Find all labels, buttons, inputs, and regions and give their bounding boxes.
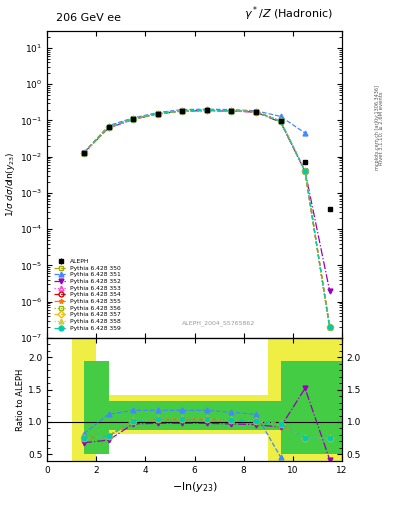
Bar	[96, 395, 268, 434]
Legend: ALEPH, Pythia 6.428 350, Pythia 6.428 351, Pythia 6.428 352, Pythia 6.428 353, P: ALEPH, Pythia 6.428 350, Pythia 6.428 35…	[53, 258, 122, 332]
Y-axis label: Ratio to ALEPH: Ratio to ALEPH	[16, 368, 25, 431]
X-axis label: $-\ln(y_{23})$: $-\ln(y_{23})$	[171, 480, 218, 494]
Bar	[293, 338, 342, 461]
Text: Rivet 3.1.10; ≥ 2.6M events: Rivet 3.1.10; ≥ 2.6M events	[379, 91, 384, 165]
Text: 206 GeV ee: 206 GeV ee	[56, 13, 121, 23]
Text: $\gamma^*/Z$ (Hadronic): $\gamma^*/Z$ (Hadronic)	[244, 5, 333, 23]
Bar	[72, 338, 96, 461]
Y-axis label: $1/\sigma\;d\sigma/d\!\ln(y_{23})$: $1/\sigma\;d\sigma/d\!\ln(y_{23})$	[4, 152, 17, 217]
Bar	[281, 360, 305, 454]
Bar	[108, 401, 281, 430]
Text: mcplots.cern.ch [arXiv:1306.3436]: mcplots.cern.ch [arXiv:1306.3436]	[375, 86, 380, 170]
Bar	[84, 360, 108, 454]
Bar	[305, 360, 342, 454]
Text: ALEPH_2004_S5765862: ALEPH_2004_S5765862	[182, 320, 255, 326]
Bar	[268, 338, 293, 461]
